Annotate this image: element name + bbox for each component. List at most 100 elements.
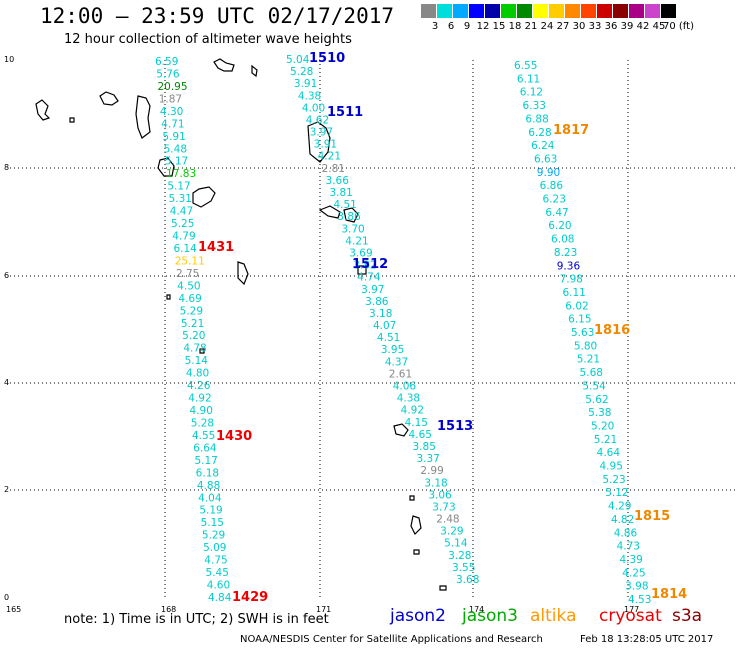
wave-height-value: 4.79 (172, 231, 195, 243)
color-swatch (613, 4, 629, 18)
pass-time-label: 1431 (198, 240, 234, 255)
color-swatch (597, 4, 613, 18)
color-scale-label: 21 (524, 21, 538, 32)
color-scale-label: 42 (636, 21, 650, 32)
legend-jason2: jason2 (390, 606, 446, 626)
color-swatch (565, 4, 581, 18)
wave-height-value: 5.54 (582, 380, 606, 392)
legend-cryosat: cryosat (599, 606, 662, 626)
wave-height-value: 5.29 (202, 530, 225, 542)
wave-height-value: 5.23 (602, 474, 625, 486)
color-scale-label: 70 (ft) (663, 21, 694, 32)
island-outline (199, 348, 205, 354)
wave-height-value: 5.21 (594, 434, 617, 446)
wave-height-value: 6.20 (548, 220, 571, 232)
wave-height-value: 3.69 (349, 247, 372, 259)
wave-height-value: 9.36 (557, 260, 581, 272)
satellite-tracks: 6.595.7620.951.874.304.715.915.485.1717.… (155, 51, 687, 606)
wave-height-value: 4.92 (188, 393, 211, 405)
wave-height-value: 7.98 (560, 274, 583, 286)
wave-height-value: 6.24 (531, 140, 555, 152)
wave-height-value: 2.81 (322, 163, 345, 175)
x-tick-label: 174 (469, 605, 484, 614)
wave-height-value: 3.86 (337, 211, 361, 223)
wave-height-value: 4.04 (198, 492, 222, 504)
color-scale-label: 3 (431, 21, 439, 32)
wave-height-value: 4.55 (192, 430, 215, 442)
wave-height-value: 4.90 (190, 405, 213, 417)
wave-height-value: 3.68 (456, 574, 479, 586)
wave-height-value: 2.99 (420, 465, 443, 477)
color-swatch (421, 4, 437, 18)
wave-height-value: 5.04 (286, 54, 310, 66)
wave-height-value: 4.06 (393, 381, 417, 393)
island-outline (343, 207, 359, 223)
wave-height-value: 25.11 (175, 255, 205, 267)
pass-time-label: 1816 (594, 323, 630, 338)
island-outline (166, 294, 171, 300)
wave-height-value: 5.21 (577, 354, 600, 366)
color-swatch (517, 4, 533, 18)
wave-height-value: 3.91 (314, 139, 337, 151)
wave-height-value: 6.55 (514, 60, 537, 72)
wave-height-value: 4.21 (318, 151, 341, 163)
island-outline (410, 515, 422, 536)
wave-height-value: 5.62 (585, 394, 608, 406)
y-tick-label: 4 (4, 378, 9, 387)
color-scale-label: 36 (604, 21, 618, 32)
y-tick-label: 10 (4, 55, 14, 64)
wave-height-value: 1.87 (159, 93, 182, 105)
wave-height-value: 4.38 (298, 90, 321, 102)
pass-time-label: 1815 (634, 509, 670, 524)
wave-height-value: 4.84 (208, 592, 232, 604)
x-tick-label: 177 (624, 605, 639, 614)
color-swatch (437, 4, 453, 18)
island-outline (135, 95, 151, 139)
island-outlines (35, 58, 447, 591)
wave-height-value: 6.47 (545, 207, 568, 219)
wave-height-value: 5.45 (206, 567, 229, 579)
wave-height-value: 4.95 (600, 461, 623, 473)
wave-height-value: 6.23 (543, 194, 566, 206)
color-scale-label: 27 (556, 21, 570, 32)
wave-height-value: 3.06 (428, 489, 452, 501)
wave-height-value: 3.55 (452, 562, 475, 574)
wave-height-value: 6.28 (528, 127, 551, 139)
pass-time-label: 1817 (553, 123, 589, 138)
satellite-track: 6.556.116.126.336.886.286.246.639.906.86… (514, 60, 687, 606)
pass-time-label: 1430 (216, 429, 252, 444)
wave-height-value: 4.80 (186, 368, 209, 380)
color-scale-label: 6 (447, 21, 455, 32)
color-swatch (485, 4, 501, 18)
color-scale-label: 9 (463, 21, 471, 32)
pass-time-label: 1814 (651, 587, 687, 602)
wave-height-value: 4.74 (357, 272, 381, 284)
wave-height-value: 4.39 (619, 554, 642, 566)
wave-height-value: 6.11 (562, 287, 585, 299)
wave-height-value: 5.17 (165, 156, 188, 168)
axis-labels: 165 168 171 174 177 0 2 4 6 8 10 (4, 55, 639, 614)
wave-height-value: 4.53 (628, 594, 651, 606)
wave-height-value: 4.37 (385, 356, 408, 368)
wave-height-value: 4.51 (377, 332, 400, 344)
wave-height-value: 5.38 (588, 407, 611, 419)
wave-height-value: 3.82 (353, 260, 376, 272)
color-scale-label: 45 (652, 21, 666, 32)
wave-height-value: 3.37 (416, 453, 439, 465)
wave-height-value: 5.68 (580, 367, 603, 379)
color-swatch (629, 4, 645, 18)
y-tick-label: 8 (4, 163, 9, 172)
x-tick-label: 171 (316, 605, 331, 614)
wave-height-value: 3.86 (365, 296, 389, 308)
legend-altika: altika (530, 606, 577, 626)
wave-height-value: 6.59 (155, 56, 178, 68)
wave-height-value: 4.65 (409, 429, 432, 441)
wave-height-value: 6.64 (193, 442, 217, 454)
island-outline (357, 265, 367, 275)
island-outline (35, 99, 51, 121)
wave-height-value: 3.18 (424, 477, 447, 489)
pass-time-label: 1512 (352, 257, 388, 272)
wave-height-value: 6.18 (196, 467, 219, 479)
island-outline (251, 64, 258, 78)
